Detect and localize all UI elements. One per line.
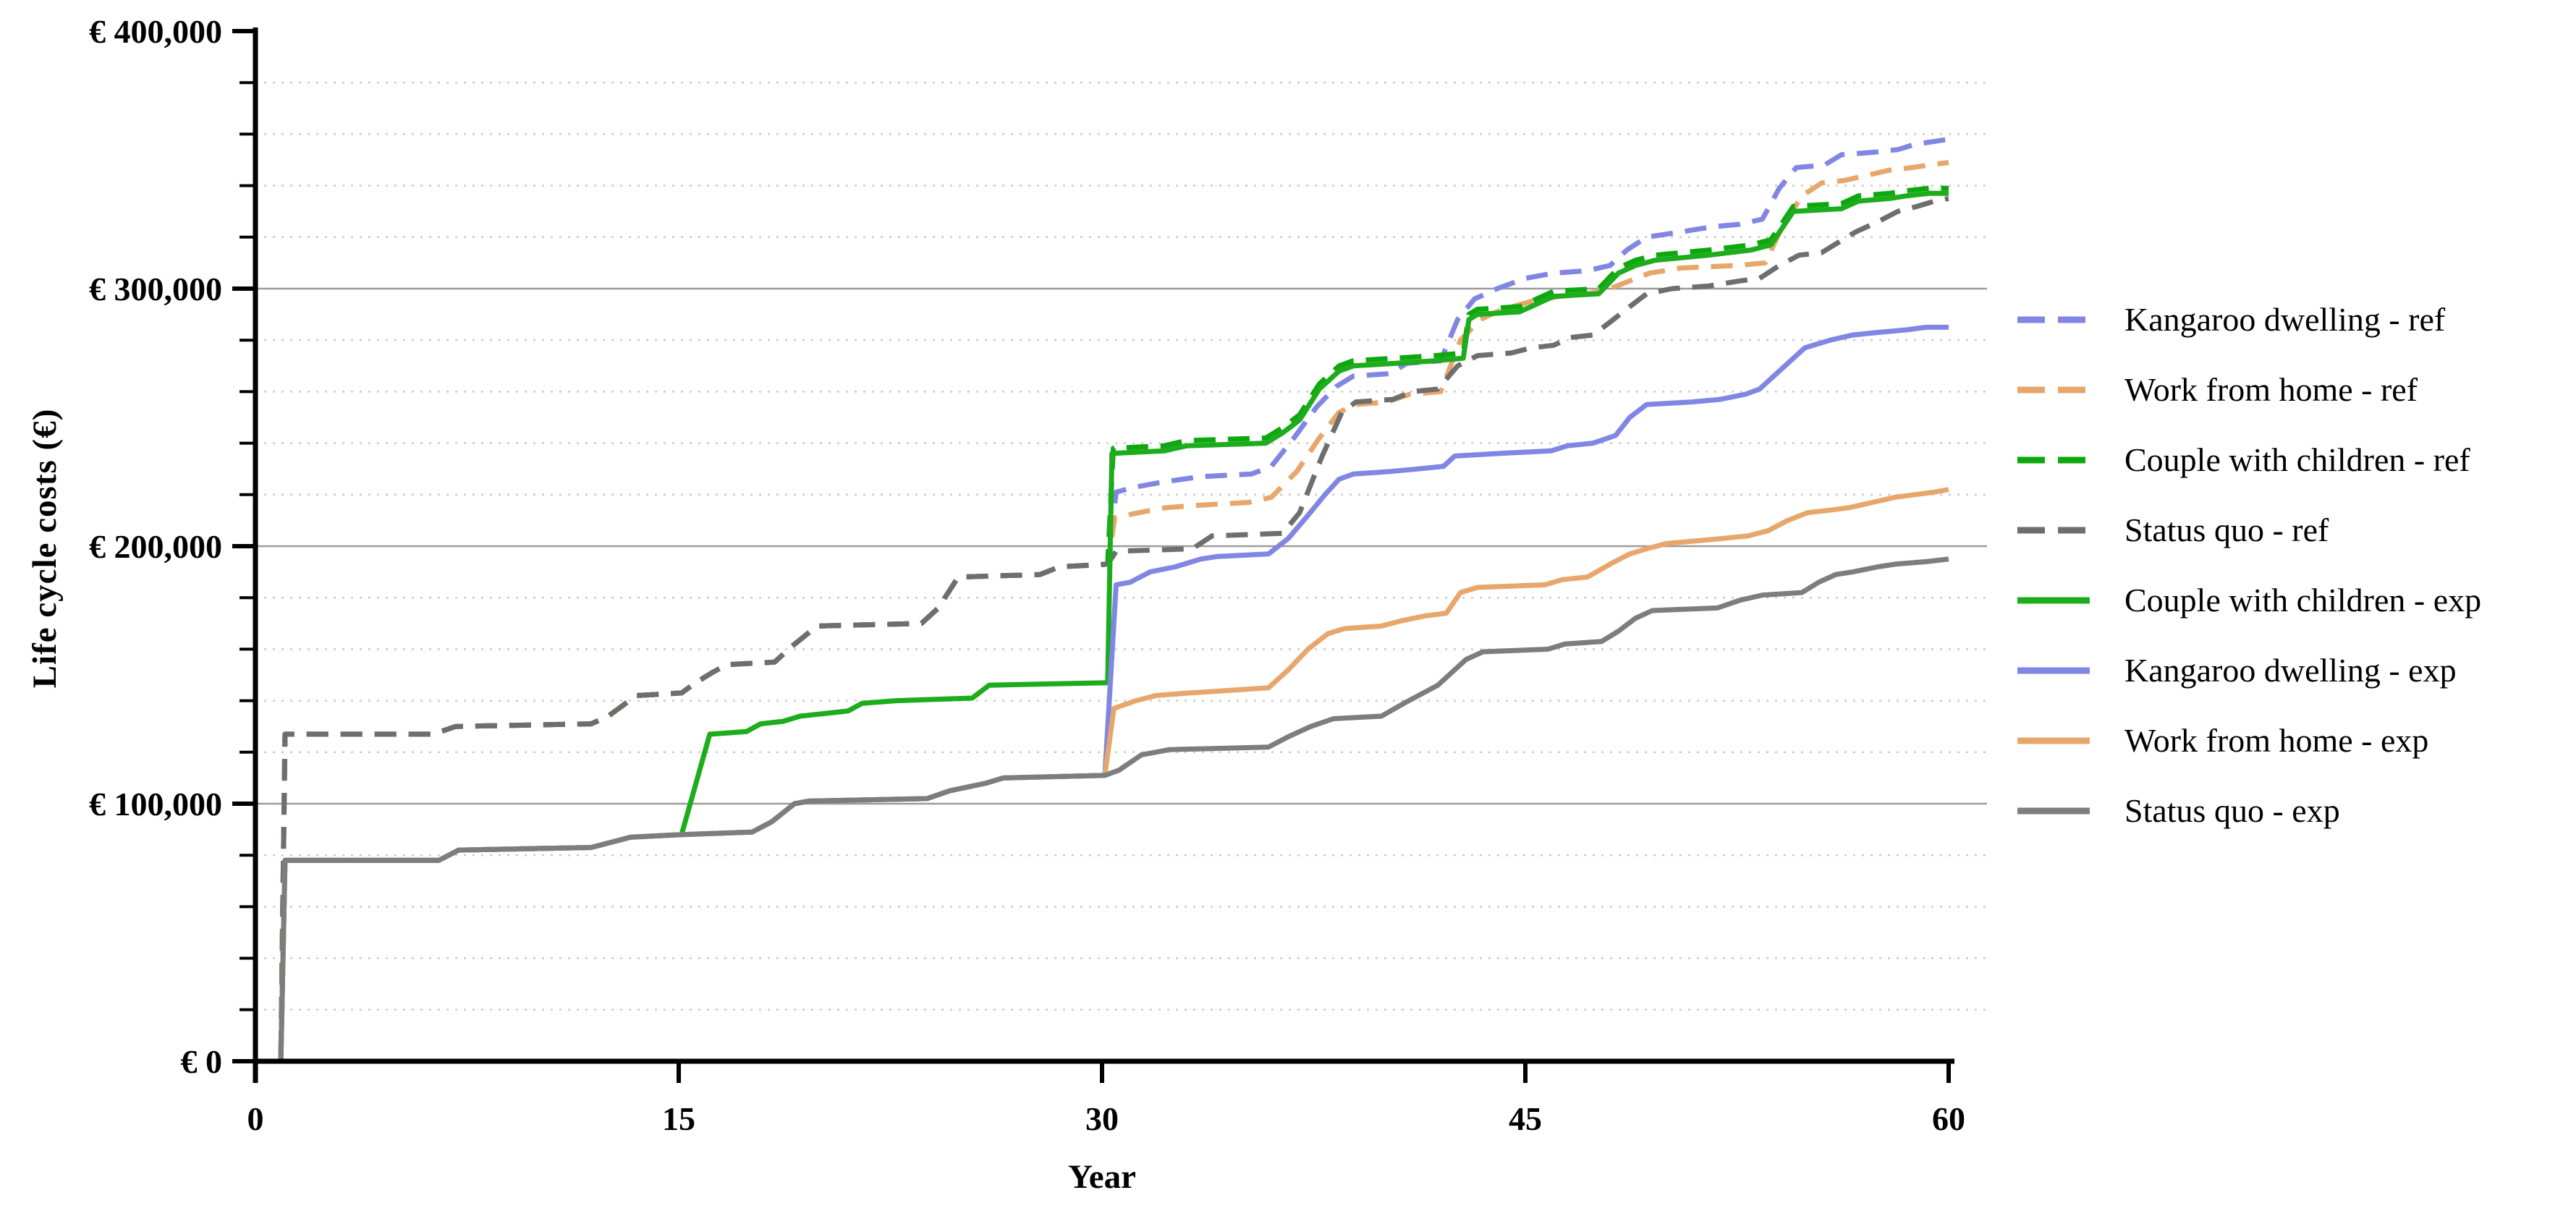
x-tick-label: 0	[247, 1100, 264, 1137]
legend-item-couple-with-children-exp: Couple with children - exp	[2017, 565, 2481, 635]
y-tick-label: € 300,000	[89, 271, 222, 307]
line-status-quo-exp	[255, 556, 1949, 1064]
legend-label: Couple with children - exp	[2124, 582, 2482, 619]
line-status-quo-ref	[255, 195, 1949, 1064]
legend-label: Couple with children - ref	[2124, 441, 2470, 478]
x-tick-label: 30	[1085, 1100, 1119, 1137]
legend-swatch-line	[2017, 667, 2090, 673]
legend-label: Status quo - ref	[2124, 511, 2329, 548]
x-tick-label: 45	[1509, 1100, 1542, 1137]
legend-label: Status quo - exp	[2124, 792, 2340, 829]
legend-swatch-line	[2017, 386, 2090, 393]
line-kangaroo-dwelling-ref	[255, 137, 1949, 1064]
legend-swatch-line	[2017, 737, 2090, 744]
legend-label: Kangaroo dwelling - ref	[2124, 301, 2446, 338]
legend-item-status-quo-ref: Status quo - ref	[2017, 495, 2481, 565]
x-axis-title: Year	[1068, 1158, 1136, 1196]
legend-item-couple-with-children-ref: Couple with children - ref	[2017, 425, 2481, 495]
legend-swatch-line	[2017, 316, 2090, 323]
line-couple-with-children-ref	[255, 185, 1949, 1064]
x-tick-label: 60	[1932, 1100, 1965, 1137]
legend-label: Work from home - ref	[2124, 371, 2418, 408]
legend-item-work-from-home-exp: Work from home - exp	[2017, 705, 2481, 775]
y-tick-label: € 0	[181, 1043, 223, 1080]
legend-swatch-line	[2017, 527, 2090, 533]
legend-item-status-quo-exp: Status quo - exp	[2017, 775, 2481, 846]
legend: Kangaroo dwelling - ref Work from home - …	[2017, 284, 2481, 846]
legend-swatch-line	[2017, 597, 2090, 603]
x-tick-label: 15	[662, 1100, 695, 1137]
legend-item-kangaroo-dwelling-exp: Kangaroo dwelling - exp	[2017, 635, 2481, 705]
y-tick-label: € 200,000	[89, 528, 222, 565]
line-work-from-home-ref	[255, 160, 1949, 1064]
legend-item-work-from-home-ref: Work from home - ref	[2017, 354, 2481, 425]
legend-swatch-line	[2017, 807, 2090, 814]
line-kangaroo-dwelling-exp	[255, 324, 1949, 1064]
y-tick-label: € 400,000	[89, 13, 222, 50]
legend-swatch-line	[2017, 456, 2090, 463]
legend-item-kangaroo-dwelling-ref: Kangaroo dwelling - ref	[2017, 284, 2481, 354]
y-axis-title: Life cycle costs (€)	[26, 408, 64, 689]
legend-label: Work from home - exp	[2124, 722, 2429, 759]
legend-label: Kangaroo dwelling - exp	[2124, 652, 2457, 689]
y-tick-label: € 100,000	[89, 786, 222, 823]
line-couple-with-children-exp	[255, 190, 1949, 1064]
